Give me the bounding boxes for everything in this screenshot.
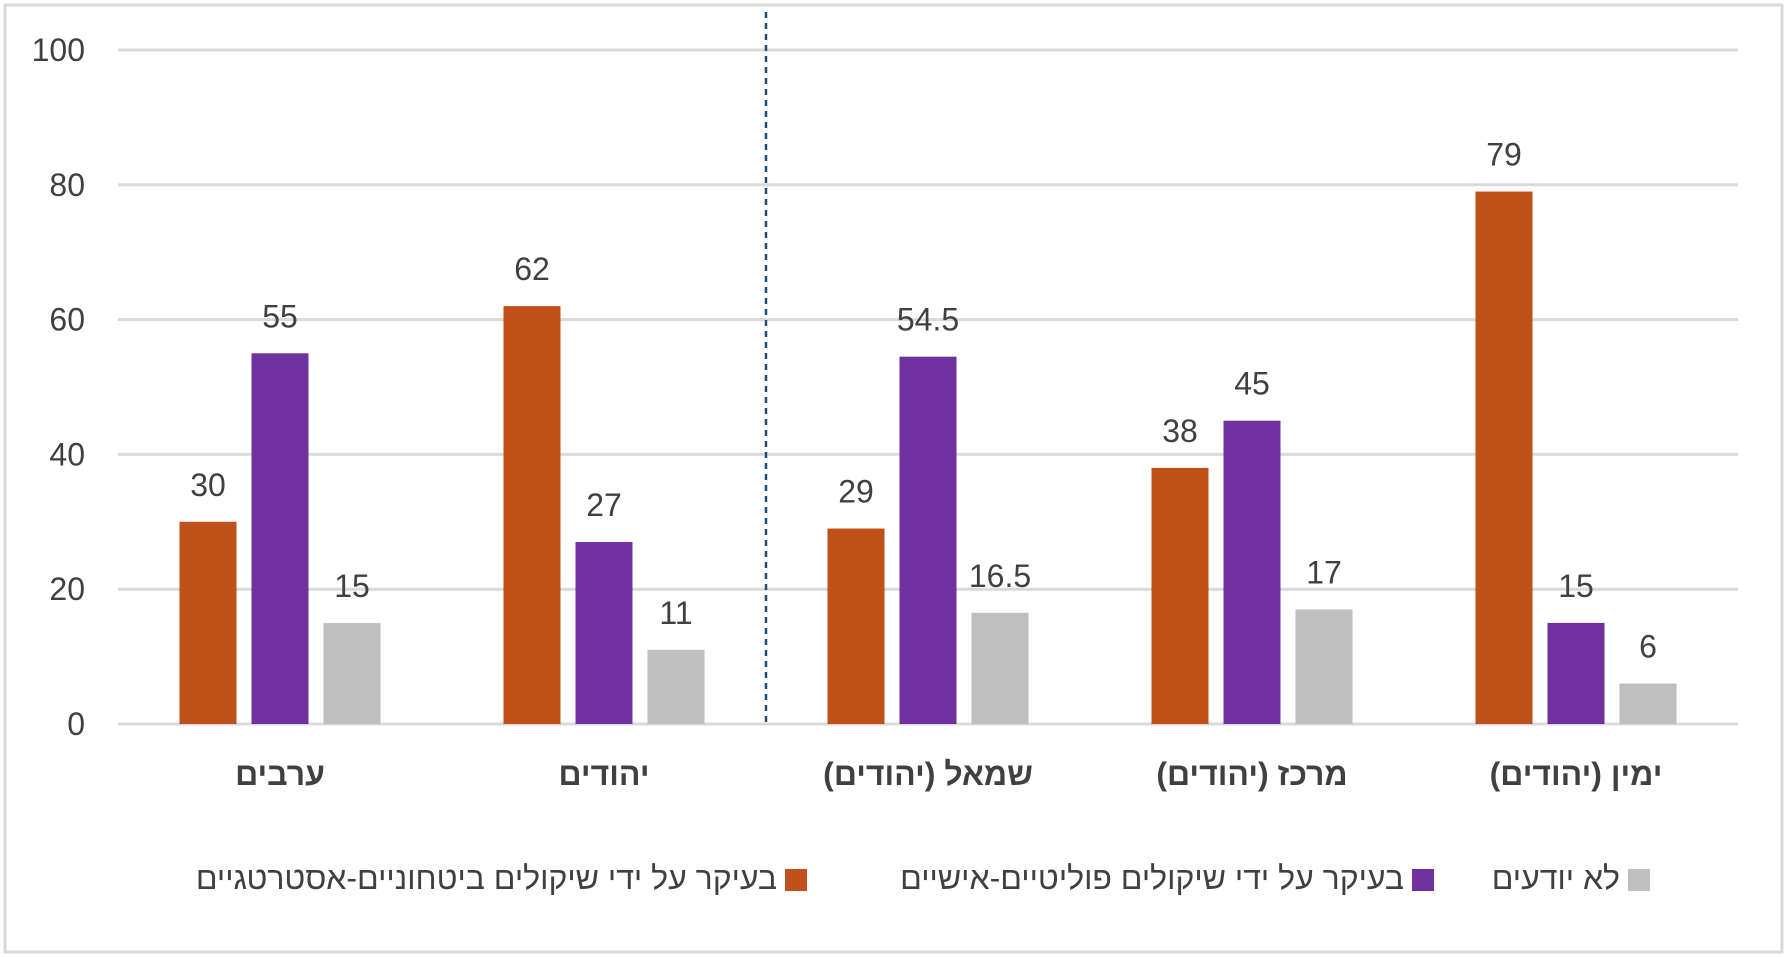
bar-3-5	[323, 622, 381, 724]
gridlines	[118, 48, 1738, 726]
bar-3-1	[1619, 683, 1677, 724]
bar-1-3	[827, 528, 885, 724]
y-tick-label: 40	[49, 436, 85, 472]
bar-1-4	[503, 306, 561, 724]
data-label: 29	[838, 474, 874, 510]
category-label: ימין (יהודים)	[1490, 756, 1663, 792]
y-axis-ticks: 0 20 40 60 80 100	[32, 32, 85, 742]
data-label: 30	[190, 467, 226, 503]
data-labels: 79 15 6 38 45 17 29 54.5 16.5 62 27 11 30 55 15	[190, 137, 1657, 665]
bar-2-1	[1547, 622, 1605, 724]
bar-1-2	[1151, 467, 1209, 724]
legend-swatch-1	[785, 869, 807, 891]
legend: בעיקר על ידי שיקולים ביטחוניים-אסטרטגיים…	[196, 860, 1650, 896]
bar-3-2	[1295, 609, 1353, 724]
y-tick-label: 100	[32, 32, 85, 68]
data-label: 62	[514, 251, 550, 287]
bar-2-5	[251, 353, 309, 724]
category-labels: ימין (יהודים) מרכז (יהודים) שמאל (יהודים) י…	[235, 756, 1662, 792]
y-tick-label: 0	[67, 706, 85, 742]
bar-2-2	[1223, 420, 1281, 724]
bars	[179, 191, 1677, 725]
data-label: 15	[1558, 568, 1594, 604]
category-label: יהודים	[559, 756, 650, 792]
y-tick-label: 20	[49, 571, 85, 607]
data-label: 15	[334, 568, 370, 604]
bar-1-5	[179, 521, 237, 724]
data-label: 11	[659, 595, 692, 631]
bar-1-1	[1475, 191, 1533, 725]
legend-label-1: בעיקר על ידי שיקולים ביטחוניים-אסטרטגיים	[196, 860, 777, 896]
legend-swatch-3	[1628, 869, 1650, 891]
y-tick-label: 60	[49, 302, 85, 338]
legend-swatch-2	[1412, 869, 1434, 891]
data-label: 6	[1639, 629, 1657, 665]
bar-2-3	[899, 356, 957, 724]
category-label: שמאל (יהודים)	[823, 756, 1033, 792]
bar-3-3	[971, 612, 1029, 724]
category-label: ערבים	[235, 756, 325, 792]
data-label: 54.5	[897, 302, 959, 338]
legend-label-3: לא יודעים	[1492, 860, 1620, 896]
data-label: 45	[1234, 366, 1270, 402]
y-tick-label: 80	[49, 167, 85, 203]
data-label: 17	[1306, 554, 1342, 590]
bar-3-4	[647, 649, 705, 724]
data-label: 55	[262, 298, 298, 334]
data-label: 38	[1162, 413, 1198, 449]
bar-2-4	[575, 542, 633, 724]
data-label: 16.5	[969, 558, 1031, 594]
legend-label-2: בעיקר על ידי שיקולים פוליטיים-אישיים	[900, 860, 1404, 896]
data-label: 27	[586, 487, 622, 523]
data-label: 79	[1486, 137, 1522, 173]
category-label: מרכז (יהודים)	[1156, 756, 1347, 792]
